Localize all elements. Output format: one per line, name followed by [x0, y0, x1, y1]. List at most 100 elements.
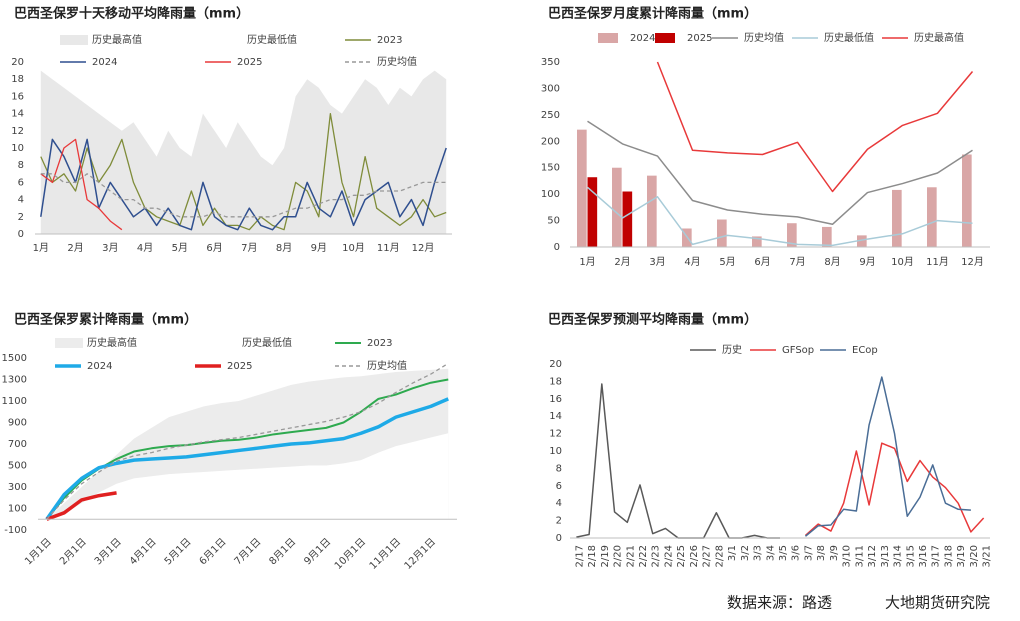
y-tick-label: 6 [18, 177, 24, 188]
x-tick-label: 11月 [926, 256, 949, 268]
x-tick-label: 5月 [719, 256, 735, 268]
x-tick-label: 3/7 [803, 545, 814, 561]
legend-swatch [60, 35, 88, 45]
x-tick-label: 11月1日 [367, 536, 403, 572]
x-tick-label: 8月 [276, 242, 292, 254]
x-tick-label: 3/12 [867, 545, 878, 567]
x-tick-label: 12月1日 [402, 536, 438, 572]
x-tick-label: 6月1日 [197, 536, 229, 568]
y-tick-label: 1100 [2, 396, 27, 407]
line [45, 397, 449, 521]
y-tick-label: 10 [549, 446, 562, 457]
legend-label: 2024 [92, 57, 117, 68]
legend-label: 历史最高值 [914, 31, 964, 44]
legend-label: 历史 [722, 344, 742, 356]
y-tick-label: 6 [556, 481, 562, 492]
x-tick-label: 4月1日 [127, 536, 159, 568]
y-tick-label: 200 [541, 136, 560, 147]
x-tick-label: 3/6 [791, 545, 802, 561]
x-tick-label: 3/17 [931, 545, 942, 567]
x-tick-label: 12月 [412, 242, 435, 254]
y-tick-label: 8 [18, 160, 24, 171]
legend-label: 历史均值 [744, 31, 784, 44]
legend-label: 历史最高值 [92, 33, 142, 46]
legend-swatch [655, 33, 675, 43]
x-tick-label: 10月 [342, 242, 365, 254]
x-tick-label: 9月 [311, 242, 327, 254]
x-tick-label: 7月 [789, 256, 805, 268]
legend-swatch [598, 33, 618, 43]
y-tick-label: 900 [8, 418, 27, 429]
x-tick-label: 2/17 [574, 545, 585, 567]
line [587, 186, 973, 247]
line [587, 120, 973, 226]
y-tick-label: 2 [18, 212, 24, 223]
x-tick-label: 7月 [241, 242, 257, 254]
y-tick-label: 350 [541, 57, 560, 68]
bar [787, 223, 797, 247]
y-tick-label: 300 [541, 83, 560, 94]
area [46, 433, 449, 520]
x-tick-label: 6月 [206, 242, 222, 254]
x-tick-label: 3月 [102, 242, 118, 254]
line [46, 491, 117, 521]
y-tick-label: 8 [556, 463, 562, 474]
x-tick-label: 1月 [33, 242, 49, 254]
x-tick-label: 2/20 [613, 545, 624, 567]
x-tick-label: 3/13 [880, 545, 891, 567]
bar [587, 177, 598, 247]
x-tick-label: 3/1 [727, 545, 738, 561]
y-tick-label: 18 [11, 74, 24, 85]
bar [577, 129, 587, 247]
chart-title: 巴西圣保罗预测平均降雨量（mm） [548, 312, 757, 328]
x-tick-label: 3/4 [765, 545, 776, 561]
legend-label: 历史最高值 [87, 336, 137, 349]
x-tick-label: 2/24 [663, 545, 674, 567]
x-tick-label: 1月1日 [22, 536, 54, 568]
x-tick-label: 1月 [579, 256, 595, 268]
x-tick-label: 3/3 [753, 545, 764, 561]
legend-label: 历史均值 [377, 55, 417, 68]
x-tick-label: 3/15 [905, 545, 916, 567]
legend-label: 2025 [227, 361, 252, 372]
y-tick-label: 20 [549, 359, 562, 370]
y-tick-label: 10 [11, 143, 24, 154]
x-tick-label: 3/16 [918, 545, 929, 567]
legend-swatch [55, 338, 83, 348]
y-tick-label: 14 [11, 109, 24, 120]
y-tick-label: 0 [556, 533, 562, 544]
y-tick-label: 12 [549, 429, 562, 440]
legend-label: 2024 [87, 361, 112, 372]
legend-label: 2023 [377, 35, 402, 46]
x-tick-label: 3/9 [829, 545, 840, 561]
x-tick-label: 2/22 [638, 545, 649, 567]
bar [892, 189, 902, 247]
y-tick-label: 0 [18, 229, 24, 240]
line [46, 362, 449, 520]
y-tick-label: 700 [8, 439, 27, 450]
x-tick-label: 3/2 [740, 545, 751, 561]
x-tick-label: 4月 [137, 242, 153, 254]
org-note: 大地期货研究院 [885, 594, 990, 612]
bar [717, 219, 727, 247]
y-tick-label: 16 [11, 91, 24, 102]
x-tick-label: 2月 [67, 242, 83, 254]
line [804, 442, 985, 536]
legend-label: 历史最低值 [247, 33, 297, 46]
x-tick-label: 5月 [172, 242, 188, 254]
chart-title: 巴西圣保罗十天移动平均降雨量（mm） [14, 6, 249, 22]
y-tick-label: 150 [541, 163, 560, 174]
y-tick-label: 0 [554, 242, 560, 253]
x-tick-label: 8月1日 [267, 536, 299, 568]
legend-label: 2024 [630, 33, 655, 44]
x-tick-label: 2/18 [587, 545, 598, 567]
x-tick-label: 2/23 [651, 545, 662, 567]
line [656, 61, 974, 193]
y-tick-label: 1300 [2, 375, 27, 386]
x-tick-label: 3/14 [893, 545, 904, 567]
y-tick-label: 300 [8, 482, 27, 493]
x-tick-label: 3/8 [816, 545, 827, 561]
x-tick-label: 3/11 [854, 545, 865, 567]
